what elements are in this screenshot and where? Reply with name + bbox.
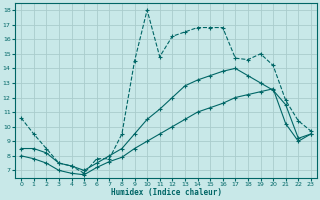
X-axis label: Humidex (Indice chaleur): Humidex (Indice chaleur) — [110, 188, 221, 197]
